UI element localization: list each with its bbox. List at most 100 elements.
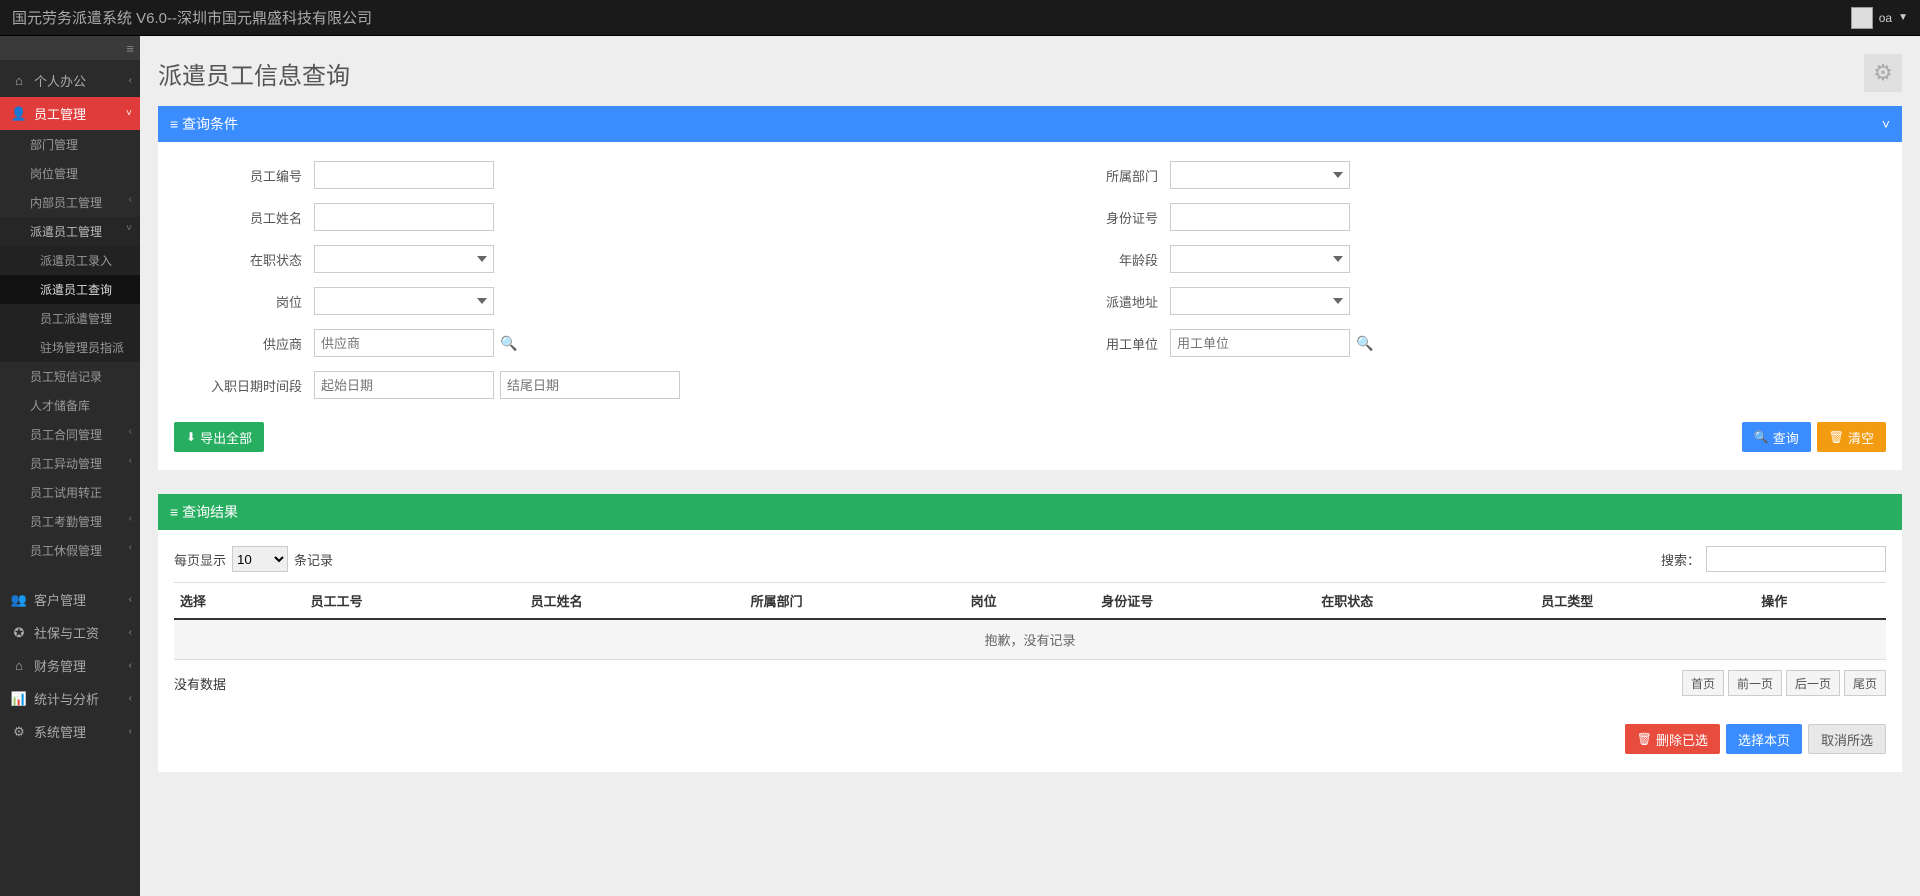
gear-icon: ⚙ xyxy=(10,724,28,740)
subnav-dispatch-assign[interactable]: 驻场管理员指派 xyxy=(0,333,140,362)
deselect-all-button[interactable]: 取消所选 xyxy=(1808,724,1886,754)
subnav-leave[interactable]: 员工休假管理‹ xyxy=(0,536,140,565)
chart-icon: 📊 xyxy=(10,691,28,707)
user-name: oa xyxy=(1879,11,1892,25)
subnav-sms[interactable]: 员工短信记录 xyxy=(0,362,140,391)
nav-system[interactable]: ⚙ 系统管理 ‹ xyxy=(0,715,140,748)
subnav-dispatch[interactable]: 派遣员工管理˅ xyxy=(0,217,140,246)
status-select[interactable] xyxy=(314,245,494,273)
search-icon: 🔍 xyxy=(1754,430,1769,444)
subnav-talent[interactable]: 人才储备库 xyxy=(0,391,140,420)
nav-finance[interactable]: ⌂ 财务管理 ‹ xyxy=(0,649,140,682)
label-emp-no: 员工编号 xyxy=(174,166,314,185)
subnav-change[interactable]: 员工异动管理‹ xyxy=(0,449,140,478)
subnav-trial[interactable]: 员工试用转正 xyxy=(0,478,140,507)
col-emp-type: 员工类型 xyxy=(1535,583,1755,620)
label-employer: 用工单位 xyxy=(1030,334,1170,353)
settings-button[interactable]: ⚙ xyxy=(1864,54,1902,92)
emp-name-input[interactable] xyxy=(314,203,494,231)
subnav-internal[interactable]: 内部员工管理‹ xyxy=(0,188,140,217)
nav-social[interactable]: ✪ 社保与工资 ‹ xyxy=(0,616,140,649)
results-table: 选择 员工工号 员工姓名 所属部门 岗位 身份证号 在职状态 员工类型 操作 抱… xyxy=(174,582,1886,660)
subnav-dept[interactable]: 部门管理 xyxy=(0,130,140,159)
trash-icon: 🗑 xyxy=(1829,430,1844,444)
main-content: 派遣员工信息查询 ⚙ ≡ 查询条件 ˅ 员工编号 所属部门 员工姓名 身份证号 … xyxy=(140,36,1920,896)
home-icon: ⌂ xyxy=(10,73,28,88)
trash-icon: 🗑 xyxy=(1637,732,1652,746)
employer-input[interactable] xyxy=(1170,329,1350,357)
conditions-header[interactable]: ≡ 查询条件 ˅ xyxy=(158,106,1902,142)
gear-icon: ⚙ xyxy=(1873,60,1893,86)
nav-employee[interactable]: 👤 员工管理 ˅ xyxy=(0,97,140,130)
date-end-input[interactable] xyxy=(500,371,680,399)
label-dept: 所属部门 xyxy=(1030,166,1170,185)
supplier-input[interactable] xyxy=(314,329,494,357)
search-icon[interactable]: 🔍 xyxy=(500,335,517,352)
emp-no-input[interactable] xyxy=(314,161,494,189)
dispatch-addr-select[interactable] xyxy=(1170,287,1350,315)
clear-button[interactable]: 🗑清空 xyxy=(1817,422,1886,452)
page-title: 派遣员工信息查询 xyxy=(158,56,1864,91)
results-search-input[interactable] xyxy=(1706,546,1886,572)
col-emp-no: 员工工号 xyxy=(305,583,525,620)
label-status: 在职状态 xyxy=(174,250,314,269)
per-page-suffix: 条记录 xyxy=(294,550,333,569)
sidebar-toggle[interactable]: ≡ xyxy=(0,36,140,60)
label-dispatch-addr: 派遣地址 xyxy=(1030,292,1170,311)
menu-icon: ≡ xyxy=(170,116,182,132)
age-select[interactable] xyxy=(1170,245,1350,273)
conditions-panel: ≡ 查询条件 ˅ 员工编号 所属部门 员工姓名 身份证号 在职状态 年龄段 xyxy=(158,106,1902,470)
label-id-no: 身份证号 xyxy=(1030,208,1170,227)
date-start-input[interactable] xyxy=(314,371,494,399)
users-icon: 👥 xyxy=(10,592,28,608)
post-select[interactable] xyxy=(314,287,494,315)
nav-customer[interactable]: 👥 客户管理 ‹ xyxy=(0,583,140,616)
menu-icon: ≡ xyxy=(170,504,182,520)
label-supplier: 供应商 xyxy=(174,334,314,353)
subnav-dispatch-query[interactable]: 派遣员工查询 xyxy=(0,275,140,304)
chevron-left-icon: ‹ xyxy=(129,75,132,86)
label-post: 岗位 xyxy=(174,292,314,311)
app-title: 国元劳务派遣系统 V6.0--深圳市国元鼎盛科技有限公司 xyxy=(12,7,1851,28)
col-id-no: 身份证号 xyxy=(1095,583,1315,620)
pager-prev[interactable]: 前一页 xyxy=(1728,670,1782,696)
col-post: 岗位 xyxy=(965,583,1096,620)
subnav-contract[interactable]: 员工合同管理‹ xyxy=(0,420,140,449)
nav-personal[interactable]: ⌂ 个人办公 ‹ xyxy=(0,64,140,97)
query-button[interactable]: 🔍查询 xyxy=(1742,422,1811,452)
search-icon[interactable]: 🔍 xyxy=(1356,335,1373,352)
id-no-input[interactable] xyxy=(1170,203,1350,231)
topbar: 国元劳务派遣系统 V6.0--深圳市国元鼎盛科技有限公司 oa ▼ xyxy=(0,0,1920,36)
subnav-post[interactable]: 岗位管理 xyxy=(0,159,140,188)
subnav-dispatch-entry[interactable]: 派遣员工录入 xyxy=(0,246,140,275)
empty-row: 抱歉，没有记录 xyxy=(174,619,1886,660)
results-header[interactable]: ≡ 查询结果 xyxy=(158,494,1902,530)
dept-select[interactable] xyxy=(1170,161,1350,189)
col-dept: 所属部门 xyxy=(745,583,965,620)
pager: 首页 前一页 后一页 尾页 xyxy=(1682,670,1886,696)
label-emp-name: 员工姓名 xyxy=(174,208,314,227)
pager-last[interactable]: 尾页 xyxy=(1844,670,1886,696)
export-all-button[interactable]: ⬇导出全部 xyxy=(174,422,264,452)
search-label: 搜索： xyxy=(1661,550,1700,569)
delete-selected-button[interactable]: 🗑删除已选 xyxy=(1625,724,1720,754)
results-panel: ≡ 查询结果 每页显示 10 条记录 搜索： 选择 员工工号 xyxy=(158,494,1902,772)
sidebar: ≡ ⌂ 个人办公 ‹ 👤 员工管理 ˅ 部门管理 岗位管理 内部员工管理‹ 派遣… xyxy=(0,36,140,896)
subnav-dispatch-manage[interactable]: 员工派遣管理 xyxy=(0,304,140,333)
col-status: 在职状态 xyxy=(1315,583,1535,620)
no-data-text: 没有数据 xyxy=(174,674,226,693)
user-menu[interactable]: oa ▼ xyxy=(1851,7,1908,29)
per-page-select[interactable]: 10 xyxy=(232,546,288,572)
chevron-down-icon: ˅ xyxy=(1882,116,1890,132)
money-icon: ✪ xyxy=(10,625,28,641)
nav-stats[interactable]: 📊 统计与分析 ‹ xyxy=(0,682,140,715)
subnav-attend[interactable]: 员工考勤管理‹ xyxy=(0,507,140,536)
col-emp-name: 员工姓名 xyxy=(525,583,745,620)
caret-down-icon: ▼ xyxy=(1898,12,1908,23)
label-hire-date: 入职日期时间段 xyxy=(174,376,314,395)
select-page-button[interactable]: 选择本页 xyxy=(1726,724,1802,754)
pager-first[interactable]: 首页 xyxy=(1682,670,1724,696)
download-icon: ⬇ xyxy=(186,430,196,444)
pager-next[interactable]: 后一页 xyxy=(1786,670,1840,696)
label-age: 年龄段 xyxy=(1030,250,1170,269)
